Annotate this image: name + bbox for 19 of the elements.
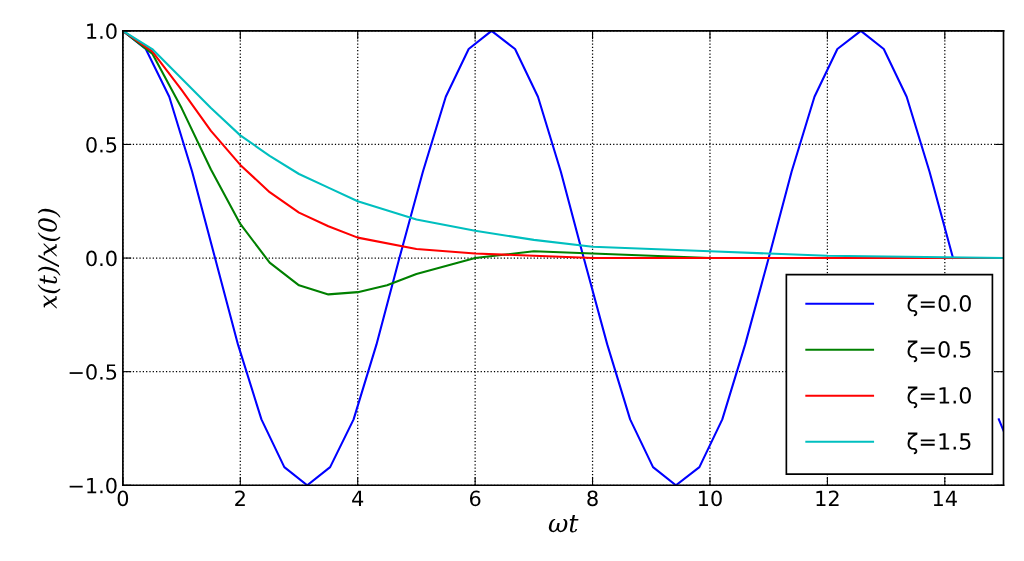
x-tick-label: 12 bbox=[816, 490, 839, 506]
y-axis-title: x(t)/x(0) bbox=[37, 208, 61, 309]
y-tick-label: 1.0 bbox=[87, 23, 117, 40]
y-tick-label: −0.5 bbox=[69, 364, 117, 380]
x-tick-label: 2 bbox=[235, 490, 245, 506]
legend-label: ζ=0.5 bbox=[907, 340, 971, 363]
y-tick-label: −1.0 bbox=[69, 477, 117, 494]
y-tick-label: 0.5 bbox=[86, 136, 117, 153]
legend-label: ζ=1.0 bbox=[907, 386, 971, 409]
y-tick-label: 0.0 bbox=[86, 250, 117, 267]
legend-label: ζ=1.5 bbox=[907, 432, 971, 455]
legend-label: ζ=0.0 bbox=[907, 294, 971, 317]
x-tick-label: 4 bbox=[352, 490, 364, 506]
x-tick-label: 10 bbox=[699, 490, 722, 507]
x-axis-title: ωt bbox=[548, 515, 579, 533]
x-tick-label: 0 bbox=[117, 490, 129, 507]
x-tick-label: 6 bbox=[469, 490, 481, 507]
x-tick-label: 14 bbox=[933, 490, 957, 506]
x-tick-label: 8 bbox=[587, 490, 598, 507]
